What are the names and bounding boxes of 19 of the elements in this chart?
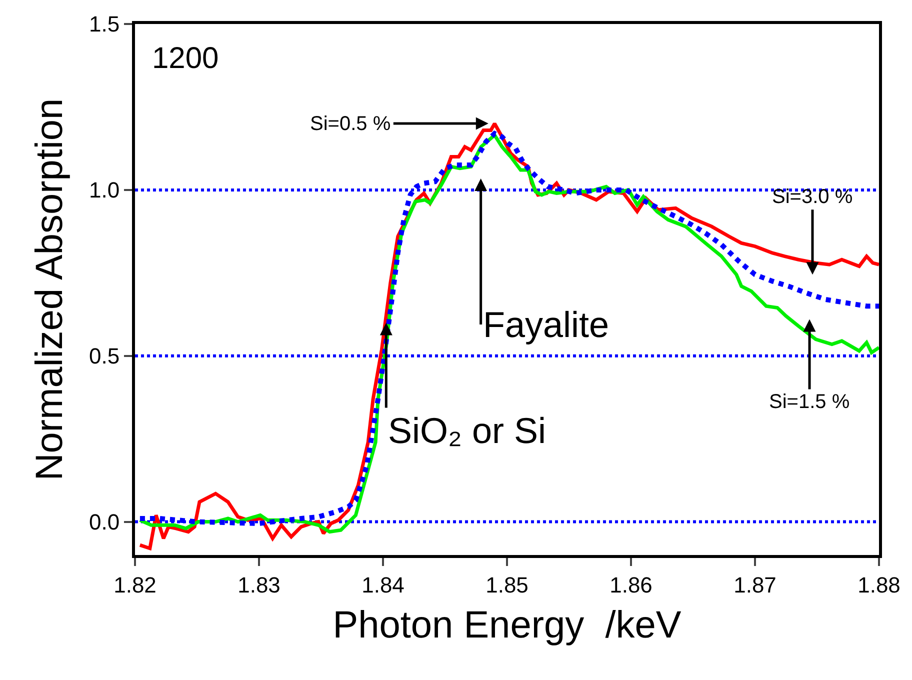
x-tick-label: 1.87	[734, 572, 776, 598]
annotation: Si=0.5 %	[310, 113, 391, 135]
x-tick-label: 1.86	[610, 572, 652, 598]
x-tick-label: 1.83	[238, 572, 280, 598]
x-tick-label: 1.84	[362, 572, 404, 598]
annotation: SiO₂ or Si	[388, 410, 546, 451]
y-tick-label: 1.5	[89, 12, 120, 37]
y-tick-label: 0.5	[89, 344, 120, 369]
x-axis-title: Photon Energy /keV	[332, 604, 682, 646]
x-tick-label: 1.85	[486, 572, 528, 598]
x-tick-label: 1.82	[114, 572, 156, 598]
y-tick-label: 1.0	[89, 178, 120, 203]
y-axis-title: Normalized Absorption	[29, 98, 72, 481]
annotation: 1200	[152, 42, 219, 75]
annotation: Fayalite	[483, 304, 610, 345]
y-tick-label: 0.0	[89, 510, 120, 535]
annotation: Si=1.5 %	[769, 391, 850, 413]
annotation: Si=3.0 %	[772, 186, 853, 208]
x-tick-label: 1.88	[858, 572, 900, 598]
